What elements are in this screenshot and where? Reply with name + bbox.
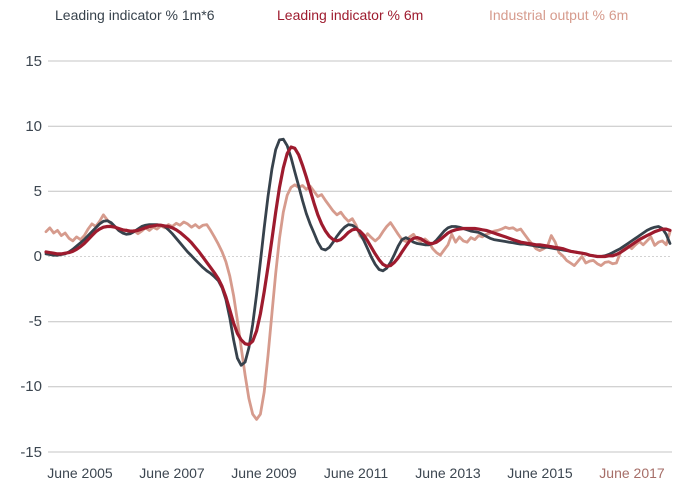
y-axis-tick-label: -5 bbox=[28, 313, 42, 330]
y-axis-tick-label: 0 bbox=[33, 248, 42, 265]
x-axis-tick-label: June 2005 bbox=[47, 465, 113, 481]
x-axis-tick-label: June 2009 bbox=[231, 465, 297, 481]
chart-legend: Leading indicator % 1m*6 Leading indicat… bbox=[0, 7, 680, 27]
y-axis-tick-label: -10 bbox=[20, 378, 42, 395]
legend-item-leading-indicator-1m6: Leading indicator % 1m*6 bbox=[55, 7, 215, 23]
legend-item-leading-indicator-6m: Leading indicator % 6m bbox=[277, 7, 424, 23]
y-axis-tick-label: 15 bbox=[25, 53, 42, 70]
x-axis-tick-label: June 2007 bbox=[139, 465, 205, 481]
x-axis-tick-label: June 2011 bbox=[323, 465, 389, 481]
legend-item-industrial-output-6m: Industrial output % 6m bbox=[489, 7, 629, 23]
x-axis-tick-label: June 2013 bbox=[415, 465, 481, 481]
x-axis-tick-label: June 2015 bbox=[507, 465, 573, 481]
y-axis-tick-label: 5 bbox=[33, 183, 42, 200]
series-line-leading-indicator-6m bbox=[44, 145, 672, 347]
y-axis-tick-label: 10 bbox=[25, 118, 42, 135]
x-axis-tick-label: June 2017 bbox=[599, 465, 665, 481]
y-axis-tick-label: -15 bbox=[20, 444, 42, 461]
series-line-industrial-output-6m bbox=[44, 183, 672, 421]
